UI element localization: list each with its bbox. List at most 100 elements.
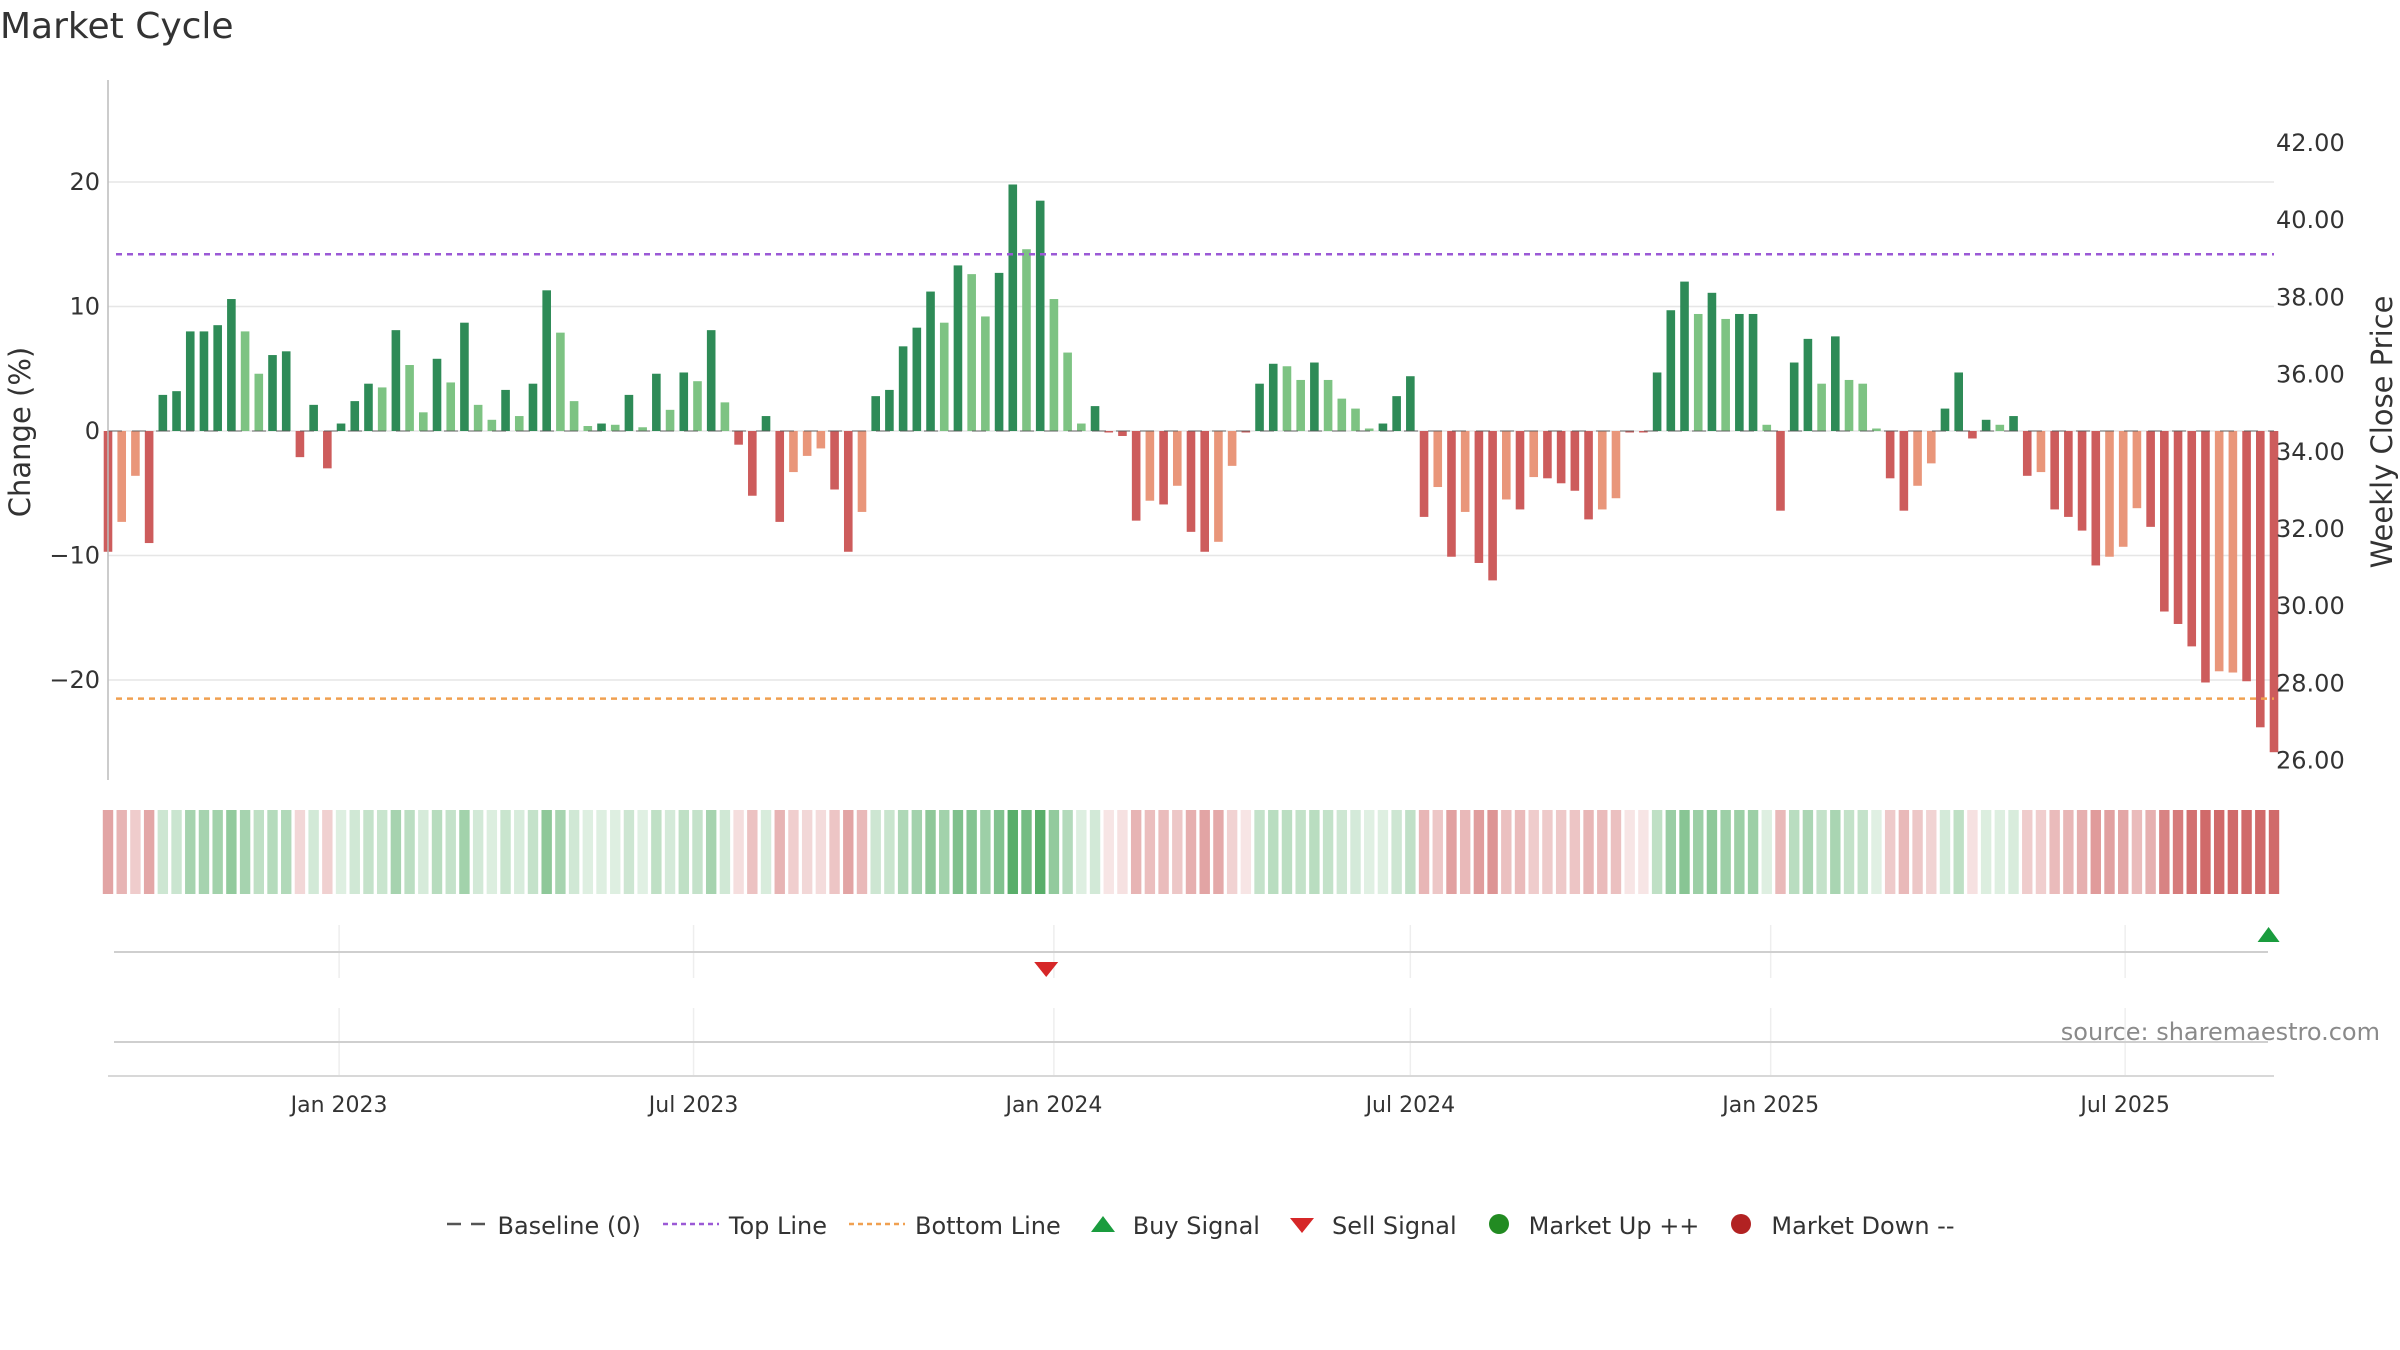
bar <box>2228 431 2238 673</box>
bar <box>1502 431 1511 500</box>
bar <box>2173 431 2183 624</box>
bar <box>1186 431 1196 532</box>
heat-cell <box>2090 810 2101 894</box>
bar <box>1433 431 1443 488</box>
bar <box>185 331 195 431</box>
bar <box>172 391 181 431</box>
bar <box>1406 376 1415 431</box>
bar <box>583 426 593 431</box>
bar <box>1323 379 1333 431</box>
x-tick-label: Jul 2025 <box>2078 1093 2170 1118</box>
triangle-up-icon <box>1081 1206 1125 1246</box>
heat-cell <box>692 810 703 894</box>
heat-cell <box>733 810 744 894</box>
bar <box>802 431 812 456</box>
heat-cell <box>911 810 923 894</box>
bar <box>1282 366 1292 431</box>
bar <box>377 387 387 431</box>
bar <box>706 330 716 431</box>
heat-cell <box>1720 810 1731 894</box>
y2-tick-label: 28.00 <box>2276 669 2345 697</box>
heat-cell <box>1953 810 1964 894</box>
bar <box>117 431 127 522</box>
heat-cell <box>1747 810 1759 894</box>
heat-cell <box>253 810 264 894</box>
y2-tick-label: 38.00 <box>2276 283 2345 311</box>
heat-cell <box>747 810 758 894</box>
bar <box>350 401 360 431</box>
bar <box>926 291 935 431</box>
legend-item[interactable]: Market Down -- <box>1719 1206 1955 1246</box>
heat-cell <box>1569 810 1581 894</box>
heat-strip <box>102 810 2280 894</box>
bar <box>227 299 236 431</box>
heat-cell <box>527 810 539 894</box>
heat-cell <box>2035 810 2047 894</box>
heat-cell <box>1967 810 1978 894</box>
heat-cell <box>1898 810 1910 894</box>
bar <box>419 412 428 431</box>
bar <box>1255 383 1264 431</box>
x-tick-label: Jan 2023 <box>289 1093 388 1118</box>
y2-tick-label: 36.00 <box>2276 361 2345 389</box>
bars-layer <box>103 184 2279 753</box>
bar <box>665 409 675 431</box>
heat-cell <box>1062 810 1073 894</box>
bar <box>1995 424 2005 431</box>
heat-cell <box>171 810 182 894</box>
legend-item[interactable]: Market Up ++ <box>1477 1206 1699 1246</box>
bar <box>830 431 839 490</box>
legend-item[interactable]: Bottom Line <box>847 1206 1061 1246</box>
legend-item[interactable]: Top Line <box>661 1206 827 1246</box>
bar <box>693 381 702 431</box>
heat-cell <box>185 810 196 894</box>
reference-lines <box>108 252 2274 700</box>
bar <box>1926 431 1936 464</box>
heat-cell <box>719 810 731 894</box>
heat-cell <box>418 810 429 894</box>
bar <box>1035 200 1045 431</box>
heat-cell <box>1336 810 1347 894</box>
legend-item[interactable]: Baseline (0) <box>445 1206 641 1246</box>
y-tick-label: −20 <box>49 666 100 694</box>
heat-cell <box>1693 810 1704 894</box>
bar <box>2146 431 2155 527</box>
bar <box>2255 431 2265 728</box>
heat-cell <box>1761 810 1772 894</box>
bar <box>2187 431 2197 647</box>
bar <box>144 431 154 544</box>
heat-cell <box>157 810 169 894</box>
heat-cell <box>568 810 580 894</box>
bar <box>487 419 497 431</box>
x-tick-label: Jan 2024 <box>1003 1093 1102 1118</box>
chart-title: Market Cycle <box>0 6 234 47</box>
heat-cell <box>1555 810 1567 894</box>
legend-item[interactable]: Sell Signal <box>1280 1206 1457 1246</box>
sell-signal-marker <box>1034 962 1059 977</box>
heat-cell <box>897 810 909 894</box>
bar <box>967 274 976 431</box>
buy-signal-marker <box>2257 927 2280 942</box>
heat-cell <box>1501 810 1512 894</box>
heat-cell <box>1775 810 1786 894</box>
bar <box>1447 431 1456 557</box>
heat-cell <box>1459 810 1471 894</box>
bar <box>1488 431 1497 581</box>
heat-cell <box>939 810 950 894</box>
heat-cell <box>966 810 977 894</box>
bar <box>2105 431 2114 557</box>
bar <box>1118 431 1127 436</box>
legend-item[interactable]: Buy Signal <box>1081 1206 1260 1246</box>
heat-cell <box>1487 810 1498 894</box>
heat-cell <box>1734 810 1745 894</box>
heat-cell <box>1542 810 1553 894</box>
heat-cell <box>1597 810 1608 894</box>
heat-cell <box>2104 810 2115 894</box>
heat-cell <box>1130 810 1142 894</box>
heat-cell <box>801 810 813 894</box>
legend-label: Bottom Line <box>915 1212 1061 1240</box>
heat-cell <box>1295 810 1306 894</box>
bar <box>1762 424 1772 431</box>
legend-label: Top Line <box>728 1212 828 1240</box>
bar <box>281 351 291 431</box>
